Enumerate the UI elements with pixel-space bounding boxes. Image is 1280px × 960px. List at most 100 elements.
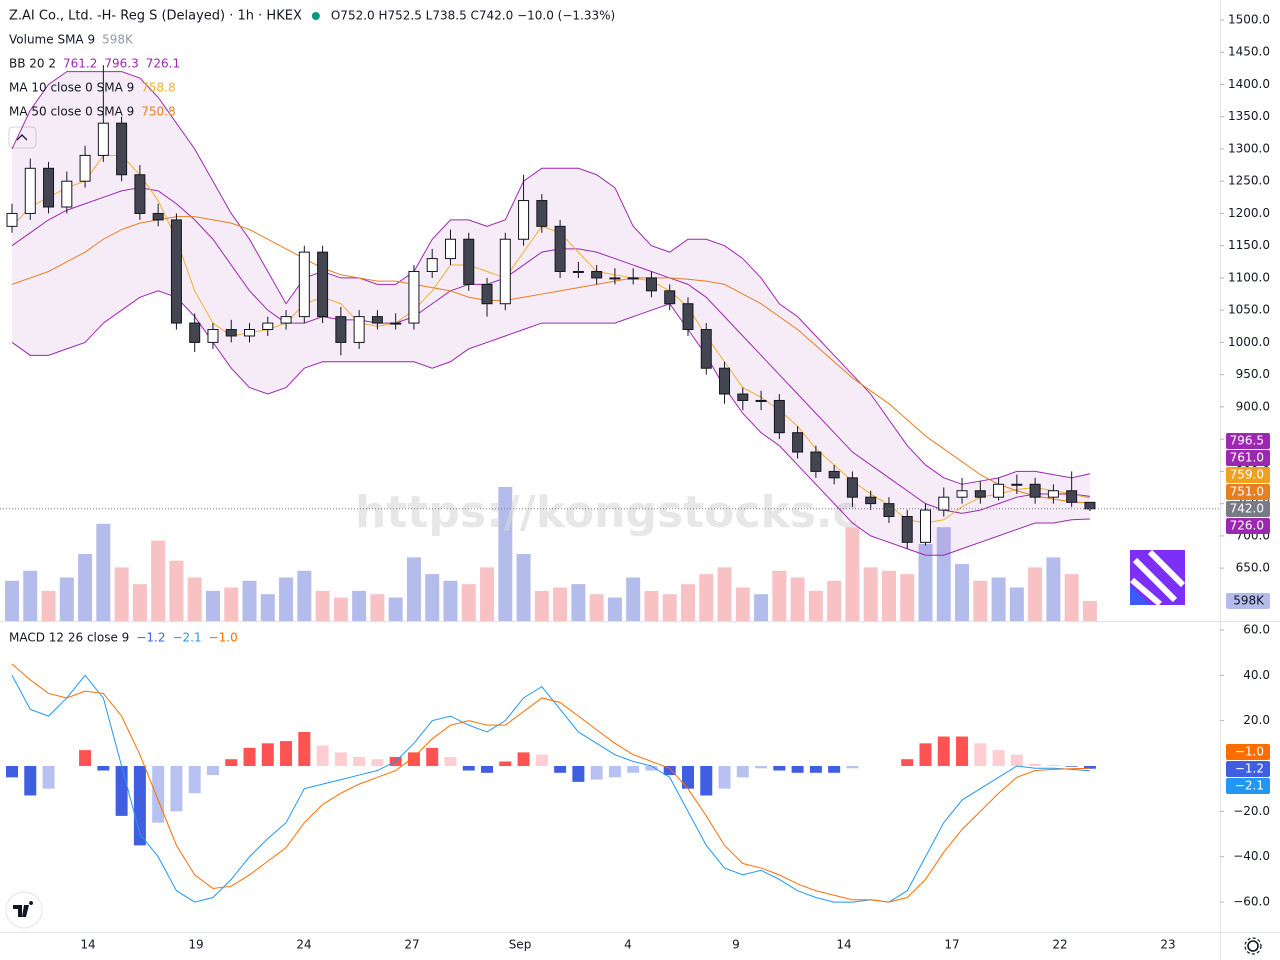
y-tick-label: 900.0 — [1236, 399, 1270, 413]
volume-bar — [406, 557, 421, 621]
volume-bar — [662, 594, 677, 621]
volume-bar — [41, 590, 56, 621]
volume-bar — [151, 540, 166, 621]
volume-bar — [644, 590, 659, 621]
volume-bar — [516, 554, 531, 621]
candle-body — [1066, 490, 1078, 503]
macd-histogram-bar — [133, 766, 146, 846]
macd-histogram-bar — [755, 766, 768, 769]
volume-bar — [1064, 574, 1079, 621]
macd-histogram-bar — [773, 766, 786, 771]
volume-bar — [863, 567, 878, 621]
macd-y-tick-label: −60.0 — [1233, 895, 1270, 909]
candle-body — [792, 432, 804, 453]
macd-histogram-bar — [115, 766, 128, 816]
legend-text: 761.2 — [63, 57, 97, 71]
candle-body — [1011, 483, 1023, 486]
macd-y-tick-label: 60.0 — [1243, 622, 1270, 636]
y-tick-label: 1300.0 — [1228, 141, 1270, 155]
candle-body — [865, 496, 877, 505]
y-tick-label: 1000.0 — [1228, 335, 1270, 349]
y-tick-label: 1050.0 — [1228, 303, 1270, 317]
macd-histogram-bar — [462, 766, 475, 771]
y-tick-label: 1450.0 — [1228, 45, 1270, 59]
volume-bar — [955, 564, 970, 621]
macd-histogram-bar — [6, 766, 18, 778]
x-tick-label: 9 — [732, 938, 740, 952]
volume-bar — [790, 577, 805, 621]
volume-bar — [132, 584, 147, 621]
price-badge-label: −1.2 — [1235, 762, 1264, 776]
price-badge — [1226, 501, 1270, 517]
candle-body — [536, 200, 548, 227]
legend-text: 750.8 — [141, 105, 175, 119]
candle-body — [554, 225, 566, 272]
candle-body — [901, 516, 913, 543]
macd-histogram-bar — [24, 766, 37, 796]
legend-text: MA 10 close 0 SMA 9 — [9, 81, 134, 95]
settings-button[interactable] — [1244, 937, 1262, 955]
legend-text: 796.3 — [104, 57, 138, 71]
volume-bar — [553, 587, 568, 621]
macd-histogram-bar — [243, 747, 256, 767]
candle-body — [1029, 483, 1041, 498]
volume-bar — [242, 580, 257, 621]
y-tick-label: 1100.0 — [1228, 270, 1270, 284]
x-tick-label: 22 — [1052, 938, 1067, 952]
price-badge — [1226, 467, 1270, 483]
y-tick-label: 1200.0 — [1228, 206, 1270, 220]
candle-body — [664, 290, 676, 305]
macd-histogram-bar — [809, 766, 822, 773]
macd-histogram-bar — [681, 766, 694, 789]
volume-bar — [205, 590, 220, 621]
candle-body — [444, 238, 456, 260]
bb-basis — [11, 187, 1090, 514]
legend-text: Volume SMA 9 — [9, 33, 95, 47]
macd-histogram-bar — [1083, 766, 1096, 769]
y-tick-label: 1150.0 — [1228, 238, 1270, 252]
price-badge-label: 761.0 — [1230, 451, 1264, 465]
macd-histogram-bar — [572, 766, 585, 782]
legend-text: −1.0 — [209, 631, 238, 645]
volume-bar — [388, 597, 403, 621]
legend-text: MACD 12 26 close 9 — [9, 631, 129, 645]
macd-histogram-bar — [590, 766, 603, 780]
candle-body — [371, 316, 383, 324]
volume-bar — [169, 560, 184, 621]
volume-bar — [5, 580, 19, 621]
volume-bar — [607, 597, 622, 621]
candle-body — [956, 490, 968, 498]
candle-body — [353, 316, 365, 343]
macd-histogram-bar — [919, 743, 932, 767]
candle-body — [700, 329, 712, 369]
price-badge — [1226, 761, 1270, 777]
macd-y-tick-label: 20.0 — [1243, 713, 1270, 727]
candle-body — [591, 270, 603, 279]
volume-bar — [1046, 557, 1061, 621]
volume-bar — [936, 527, 951, 621]
legend-text: Z.AI Co., Ltd. -H- Reg S (Delayed) · 1h … — [9, 9, 302, 24]
volume-bar — [735, 587, 750, 621]
tradingview-logo[interactable] — [5, 891, 43, 929]
candle-body — [280, 316, 292, 324]
y-tick-label: 1500.0 — [1228, 12, 1270, 26]
macd-y-tick-label: −40.0 — [1233, 849, 1270, 863]
candle-body — [1047, 490, 1059, 498]
candle-body — [810, 451, 822, 472]
macd-histogram-bar — [608, 766, 621, 778]
macd-histogram-bar — [1029, 763, 1042, 767]
price-badge — [1226, 484, 1270, 500]
volume-bar — [772, 570, 787, 621]
macd-histogram-bar — [554, 766, 567, 773]
candle-body — [244, 329, 256, 337]
bb-upper — [11, 71, 1091, 485]
y-tick-label: 1250.0 — [1228, 174, 1270, 188]
price-badge — [1226, 518, 1270, 534]
volume-bar — [224, 587, 239, 621]
volume-bar — [187, 577, 202, 621]
macd-histogram-bar — [225, 759, 238, 767]
candle-body — [1084, 501, 1096, 510]
macd-histogram-bar — [261, 743, 274, 767]
